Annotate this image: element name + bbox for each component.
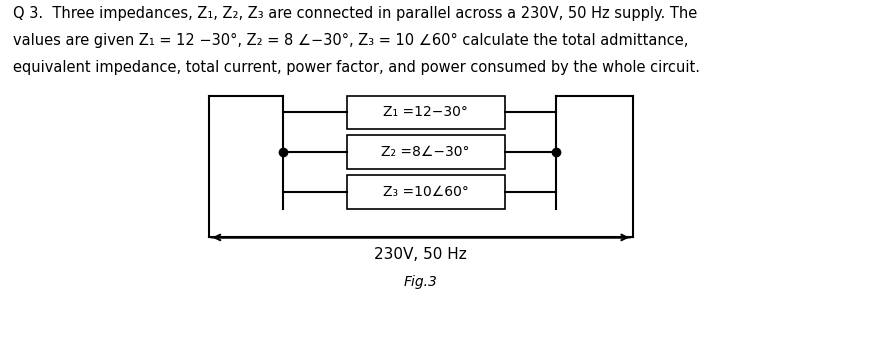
Text: Z₂ =8∠−30°: Z₂ =8∠−30° bbox=[381, 145, 470, 159]
FancyBboxPatch shape bbox=[346, 175, 504, 209]
FancyBboxPatch shape bbox=[346, 135, 504, 169]
Text: values are given Z₁ = 12 −30°, Z₂ = 8 ∠−30°, Z₃ = 10 ∠60° calculate the total ad: values are given Z₁ = 12 −30°, Z₂ = 8 ∠−… bbox=[13, 33, 688, 48]
Text: Fig.3: Fig.3 bbox=[403, 275, 438, 289]
Text: 230V, 50 Hz: 230V, 50 Hz bbox=[374, 248, 467, 262]
FancyBboxPatch shape bbox=[346, 96, 504, 129]
Text: Q 3.  Three impedances, Z₁, Z₂, Z₃ are connected in parallel across a 230V, 50 H: Q 3. Three impedances, Z₁, Z₂, Z₃ are co… bbox=[13, 6, 696, 21]
Text: Z₁ =12−30°: Z₁ =12−30° bbox=[383, 105, 468, 119]
Text: Z₃ =10∠60°: Z₃ =10∠60° bbox=[383, 185, 468, 199]
Text: equivalent impedance, total current, power factor, and power consumed by the who: equivalent impedance, total current, pow… bbox=[13, 60, 699, 75]
